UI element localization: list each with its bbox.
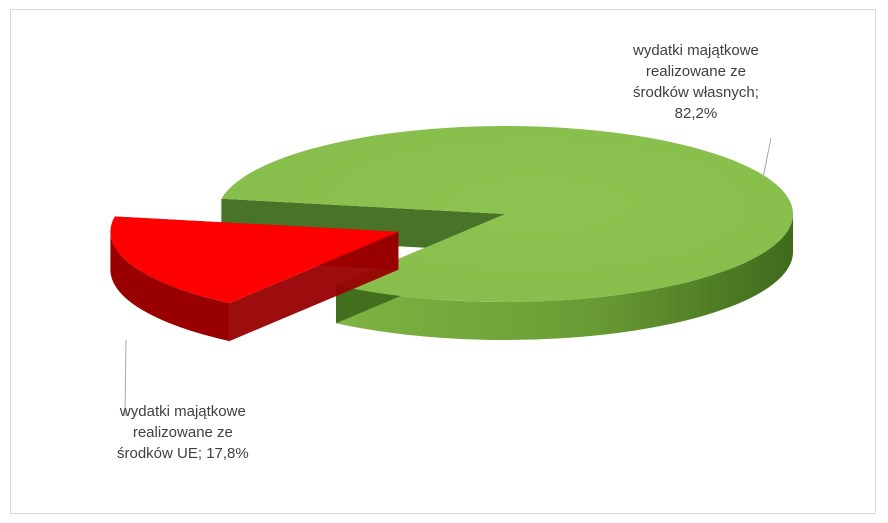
pie-slice-wlasne	[221, 125, 794, 341]
leader-line-wlasne	[762, 137, 772, 179]
pie-slice-outer-wall-ue	[110, 231, 230, 342]
leader-line-ue	[124, 339, 128, 416]
pie-slice-outer-wall-wlasne	[336, 214, 794, 341]
data-label-wlasne: wydatki majątkowe realizowane ze środków…	[633, 40, 759, 124]
data-label-line: środków własnych;	[633, 84, 759, 101]
pie-slice-ue	[110, 216, 399, 342]
data-label-line: realizowane ze	[645, 63, 746, 80]
pie-slice-top-ue	[110, 216, 399, 304]
data-label-line: wydatki majątkowe	[633, 42, 759, 59]
data-label-line: 82,2%	[674, 105, 718, 122]
data-label-line: realizowane ze	[132, 424, 233, 441]
chart-area: wydatki majątkowe realizowane ze środków…	[10, 9, 876, 514]
data-label-line: środków UE; 17,8%	[117, 445, 249, 462]
pie-slice-top-wlasne	[221, 125, 793, 303]
pie-chart	[110, 125, 794, 416]
data-label-line: wydatki majątkowe	[119, 403, 246, 420]
data-label-ue: wydatki majątkowe realizowane ze środków…	[117, 401, 249, 464]
